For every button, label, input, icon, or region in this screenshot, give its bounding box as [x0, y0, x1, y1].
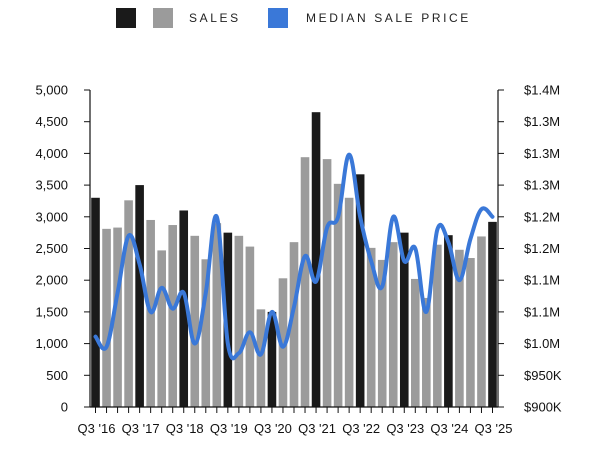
right-axis-tick-label: $1.1M [524, 304, 560, 319]
right-axis-tick-label: $900K [524, 400, 562, 415]
x-axis-tick-label: Q3 '21 [298, 421, 336, 436]
sales-bar [256, 309, 266, 407]
sales-bar [388, 242, 398, 407]
sales-bar [355, 174, 365, 407]
x-axis-tick-label: Q3 '19 [210, 421, 248, 436]
sales-bar [488, 221, 497, 407]
x-axis-tick-label: Q3 '22 [342, 421, 380, 436]
x-axis-tick-label: Q3 '24 [430, 421, 468, 436]
sales-bar [399, 232, 409, 407]
x-axis-tick-label: Q3 '17 [122, 421, 160, 436]
sales-bar [234, 235, 244, 407]
sales-bar [124, 200, 133, 407]
right-axis-tick-label: $1.3M [524, 146, 560, 161]
legend-swatch-sales-q3 [116, 8, 136, 28]
right-axis-tick-label: $1.3M [524, 178, 560, 193]
sales-bar [168, 225, 177, 407]
sales-bar [477, 236, 486, 407]
sales-bar [157, 250, 166, 407]
left-axis-tick-label: 5,000 [35, 83, 68, 98]
x-axis-tick-label: Q3 '25 [475, 421, 513, 436]
sales-bar [344, 197, 354, 407]
sales-bar [311, 112, 321, 407]
right-axis-tick-label: $1.2M [524, 209, 560, 224]
left-axis-tick-label: 2,000 [35, 273, 68, 288]
sales-bar [212, 223, 222, 407]
sales-bar [300, 157, 310, 407]
sales-bar [444, 235, 453, 407]
sales-bar [102, 228, 111, 407]
sales-bar [201, 259, 211, 407]
sales-bar [433, 244, 442, 407]
left-axis-tick-label: 3,000 [35, 209, 68, 224]
x-axis-tick-label: Q3 '18 [166, 421, 204, 436]
sales-bar [91, 197, 100, 407]
sales-bar [267, 311, 277, 407]
sales-bar [223, 232, 233, 407]
left-axis-tick-label: 1,500 [35, 304, 68, 319]
sales-bar [377, 259, 387, 407]
left-axis-tick-label: 2,500 [35, 241, 68, 256]
left-axis-tick-label: 500 [46, 368, 68, 383]
x-axis-tick-label: Q3 '23 [386, 421, 424, 436]
sales-bar [289, 242, 299, 407]
sales-bar [245, 246, 255, 407]
sales-bar [135, 185, 144, 407]
sales-bar [322, 159, 332, 407]
sales-bar [366, 247, 376, 407]
legend-label-price: MEDIAN SALE PRICE [306, 11, 471, 25]
left-axis-tick-label: 1,000 [35, 336, 68, 351]
x-axis-tick-label: Q3 '20 [254, 421, 292, 436]
legend: SALES MEDIAN SALE PRICE [0, 8, 600, 32]
left-axis-tick-label: 4,500 [35, 114, 68, 129]
right-axis-tick-label: $1.0M [524, 336, 560, 351]
sales-bar [333, 183, 343, 407]
sales-bar [179, 210, 189, 407]
sales-bar [190, 235, 200, 407]
right-axis-tick-label: $1.1M [524, 273, 560, 288]
left-axis-tick-label: 0 [61, 400, 68, 415]
legend-swatch-sales [153, 8, 173, 28]
legend-swatch-price [268, 8, 288, 28]
right-axis-tick-label: $1.4M [524, 83, 560, 98]
left-axis-tick-label: 3,500 [35, 178, 68, 193]
right-axis-tick-label: $1.2M [524, 241, 560, 256]
sales-bar [278, 278, 288, 407]
right-axis-tick-label: $950K [524, 368, 562, 383]
sales-bar [466, 258, 475, 407]
legend-label-sales: SALES [189, 11, 241, 25]
left-axis-tick-label: 4,000 [35, 146, 68, 161]
sales-bar [411, 278, 420, 407]
right-axis-tick-label: $1.3M [524, 114, 560, 129]
x-axis-tick-label: Q3 '16 [78, 421, 116, 436]
sales-bar [113, 227, 122, 407]
sales-bar [422, 297, 431, 407]
sales-bar [455, 249, 464, 407]
